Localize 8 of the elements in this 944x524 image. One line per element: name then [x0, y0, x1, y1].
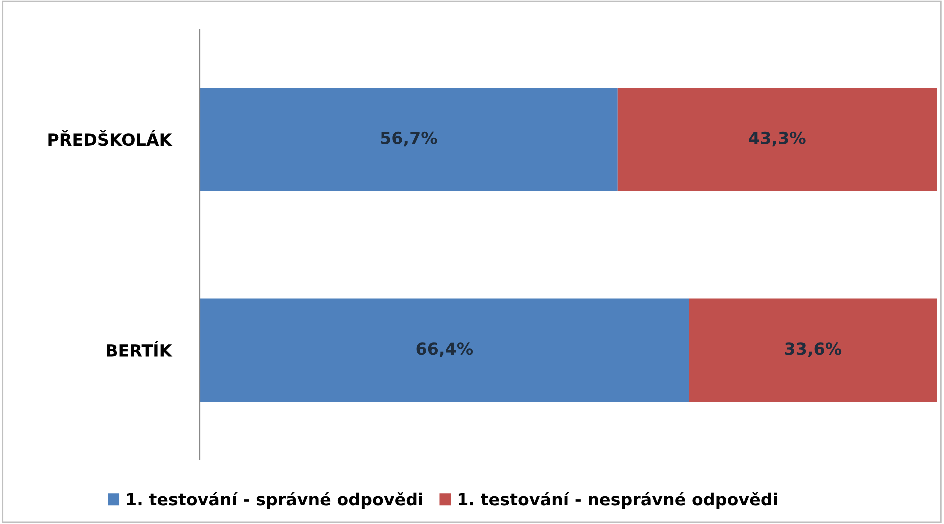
- legend-label: 1. testování - nesprávné odpovědi: [458, 492, 778, 509]
- data-label: 66,4%: [416, 342, 474, 358]
- data-label: 56,7%: [381, 132, 438, 147]
- data-label: 33,6%: [785, 342, 842, 358]
- data-label: 43,3%: [749, 132, 806, 147]
- y-tick-label: PŘEDŠKOLÁK: [48, 130, 173, 146]
- y-tick-label: BERTÍK: [107, 341, 173, 357]
- legend-label: 1. testování - správné odpovědi: [127, 492, 422, 509]
